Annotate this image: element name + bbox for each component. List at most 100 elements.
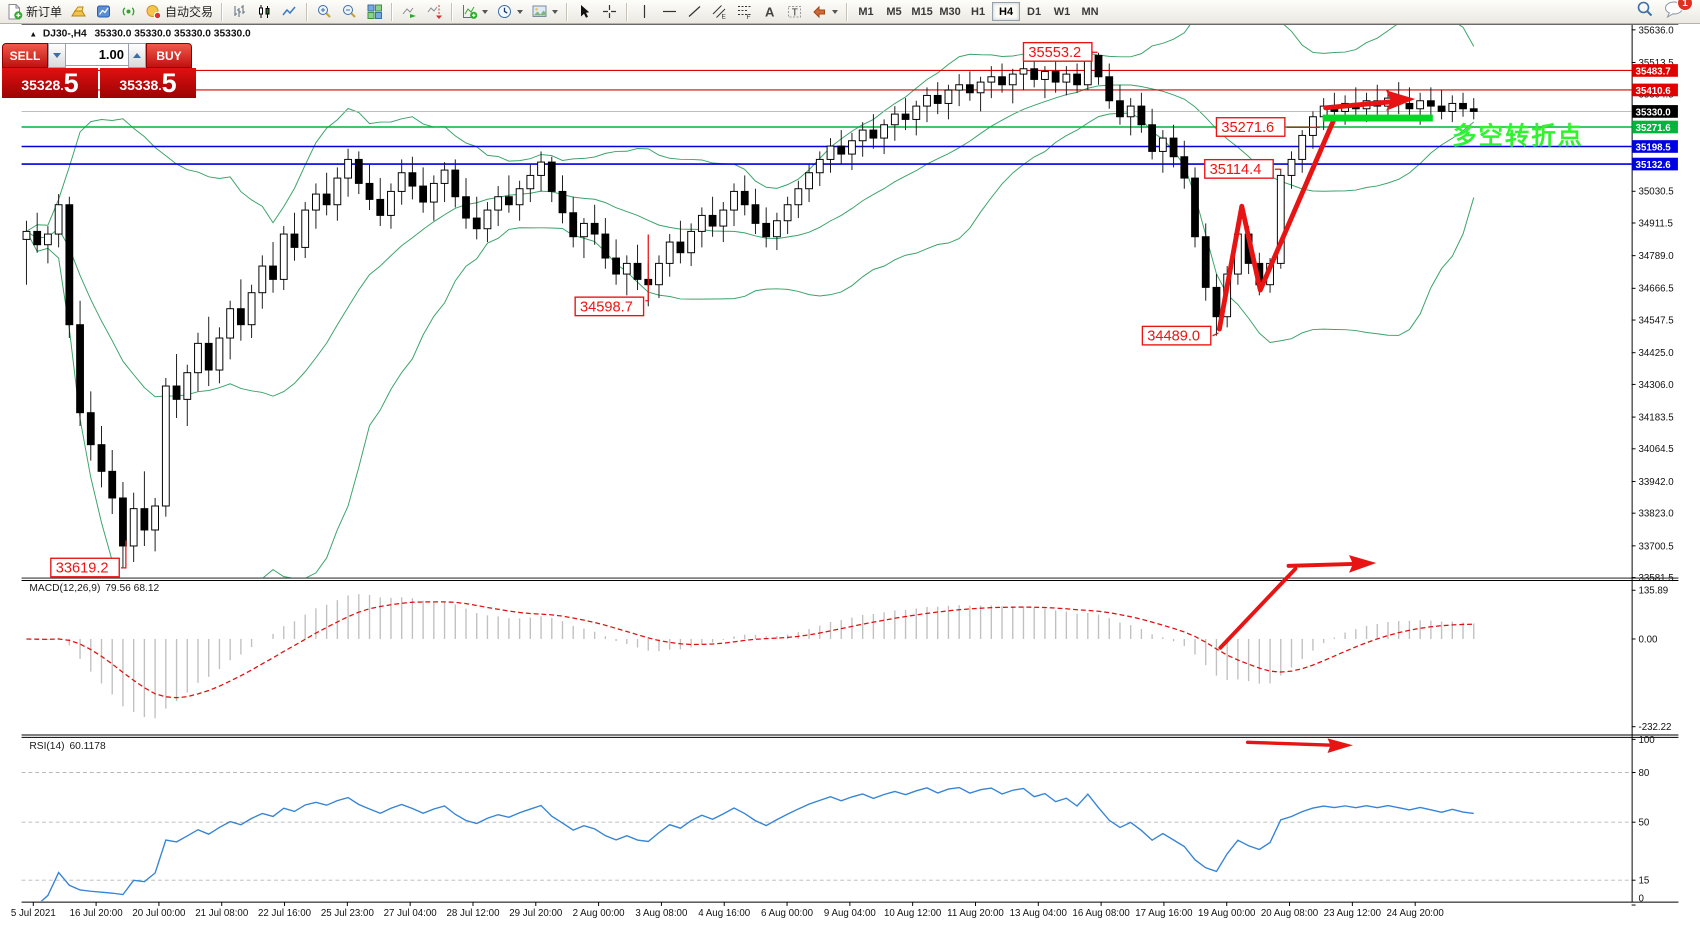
horizontal-line-button[interactable] — [657, 1, 682, 23]
candle-body — [1448, 102, 1457, 112]
time-label[interactable]: 13 Aug 04:00 — [1010, 908, 1068, 919]
zoom-out-button[interactable] — [337, 1, 362, 23]
time-label[interactable]: 2 Aug 00:00 — [573, 908, 626, 919]
search-icon[interactable] — [1636, 0, 1654, 23]
buy-price-display[interactable]: 35338. 5 — [100, 68, 196, 98]
text-label-button[interactable]: T — [782, 1, 807, 23]
toolbar-separator — [306, 2, 309, 21]
timeframe-d1[interactable]: D1 — [1020, 2, 1048, 21]
notifications-icon[interactable]: 1 — [1664, 0, 1693, 23]
time-label[interactable]: 25 Jul 23:00 — [321, 908, 375, 919]
buy-button[interactable]: BUY — [146, 43, 192, 68]
toolbar-separator — [451, 2, 454, 21]
time-label[interactable]: 17 Aug 16:00 — [1135, 908, 1193, 919]
shapes-button[interactable] — [807, 1, 842, 23]
macd-rise-arrow[interactable] — [1218, 566, 1298, 650]
signal-button[interactable] — [116, 1, 141, 23]
candle-body — [365, 182, 374, 200]
timeframe-mn[interactable]: MN — [1076, 2, 1104, 21]
callout-box[interactable] — [574, 296, 645, 317]
time-label[interactable]: 10 Aug 12:00 — [884, 908, 942, 919]
price-tick-label: 35636.0 — [1638, 25, 1674, 36]
volume-input[interactable] — [66, 43, 128, 66]
callout-box[interactable] — [1141, 325, 1212, 346]
line-chart-button[interactable] — [277, 1, 302, 23]
time-label[interactable]: 6 Aug 00:00 — [761, 908, 814, 919]
candle-body — [933, 94, 942, 104]
crosshair-button[interactable] — [597, 1, 622, 23]
sell-price-display[interactable]: 35328. 5 — [2, 68, 98, 98]
time-label[interactable]: 11 Aug 20:00 — [947, 908, 1004, 919]
timeframe-h1[interactable]: H1 — [964, 2, 992, 21]
trendline-button[interactable] — [682, 1, 707, 23]
timeframe-w1[interactable]: W1 — [1048, 2, 1076, 21]
chart-shift-button[interactable] — [422, 1, 447, 23]
auto-scroll-button[interactable] — [397, 1, 422, 23]
candle-body — [719, 209, 728, 227]
indicators-button[interactable] — [457, 1, 492, 23]
auto-trading-button[interactable]: 自动交易 — [141, 1, 217, 23]
bar-chart-button[interactable] — [227, 1, 252, 23]
trend-zigzag-arrow[interactable] — [1216, 116, 1337, 332]
candlestick-chart-button[interactable] — [252, 1, 277, 23]
annotations-layer[interactable]: 35553.2 35271.6 35114.4 34489.0 34598.7 33619… — [50, 41, 1584, 754]
time-label[interactable]: 28 Jul 12:00 — [446, 908, 500, 919]
vertical-line-button[interactable] — [632, 1, 657, 23]
level-lines[interactable] — [21, 69, 1632, 165]
time-label[interactable]: 20 Aug 08:00 — [1261, 908, 1319, 919]
candle-body — [687, 230, 696, 254]
callout-text: 35271.6 — [1221, 120, 1274, 136]
text-button[interactable]: A — [757, 1, 782, 23]
time-label[interactable]: 3 Aug 08:00 — [635, 908, 688, 919]
time-label[interactable]: 21 Jul 08:00 — [195, 908, 249, 919]
time-label[interactable]: 22 Jul 16:00 — [258, 908, 312, 919]
callout-box[interactable] — [50, 557, 120, 578]
time-label[interactable]: 19 Aug 00:00 — [1198, 908, 1256, 919]
time-label[interactable]: 4 Aug 16:00 — [698, 908, 751, 919]
price-badge — [1632, 64, 1678, 77]
price-tick-label: 34425.0 — [1638, 348, 1674, 359]
time-label[interactable]: 5 Jul 2021 — [11, 908, 56, 919]
gold-icon-button[interactable] — [66, 1, 91, 23]
time-label[interactable]: 27 Jul 04:00 — [384, 908, 438, 919]
time-label[interactable]: 20 Jul 00:00 — [132, 908, 186, 919]
zoom-in-button[interactable] — [312, 1, 337, 23]
time-label[interactable]: 24 Aug 20:00 — [1386, 908, 1444, 919]
time-label[interactable]: 23 Aug 12:00 — [1324, 908, 1382, 919]
candle-body — [794, 188, 803, 206]
templates-button[interactable] — [527, 1, 562, 23]
chart-window-button[interactable] — [91, 1, 116, 23]
callout-box[interactable] — [1215, 117, 1286, 137]
candle-body — [655, 262, 663, 286]
price-direction-arrow[interactable] — [1323, 99, 1393, 111]
channel-button[interactable]: E — [707, 1, 732, 23]
price-tick-label: 34666.5 — [1638, 284, 1673, 295]
callout-box[interactable] — [1204, 158, 1274, 179]
time-label[interactable]: 16 Aug 08:00 — [1072, 908, 1130, 919]
time-label[interactable]: 16 Jul 20:00 — [70, 908, 124, 919]
time-label[interactable]: 9 Aug 04:00 — [824, 908, 877, 919]
macd-direction-arrow[interactable] — [1286, 561, 1355, 568]
timeframe-m15[interactable]: M15 — [908, 2, 936, 21]
time-axis[interactable]: 5 Jul 2021 16 Jul 20:00 20 Jul 00:00 21 Jul… — [11, 902, 1445, 919]
cursor-button[interactable] — [572, 1, 597, 23]
volume-decrease-button[interactable] — [48, 43, 66, 68]
new-order-button[interactable]: 新订单 — [2, 1, 66, 23]
sell-button[interactable]: SELL — [2, 43, 48, 68]
volume-increase-button[interactable] — [128, 43, 146, 68]
timeframe-m5[interactable]: M5 — [880, 2, 908, 21]
candle-body — [1137, 105, 1146, 126]
turning-point-note[interactable]: 多空转折点 — [1452, 122, 1584, 150]
triangle-down-icon — [53, 53, 61, 58]
timeframe-m1[interactable]: M1 — [852, 2, 880, 21]
candle-body — [1426, 100, 1435, 107]
callout-box[interactable] — [1022, 41, 1093, 62]
timeframe-h4[interactable]: H4 — [992, 2, 1021, 21]
periods-button[interactable] — [492, 1, 527, 23]
tile-windows-button[interactable] — [362, 1, 387, 23]
timeframe-m30[interactable]: M30 — [936, 2, 964, 21]
fibonacci-button[interactable]: F — [732, 1, 757, 23]
candle-body — [397, 172, 406, 192]
rsi-direction-arrow[interactable] — [1245, 740, 1334, 747]
time-label[interactable]: 29 Jul 20:00 — [509, 908, 563, 919]
